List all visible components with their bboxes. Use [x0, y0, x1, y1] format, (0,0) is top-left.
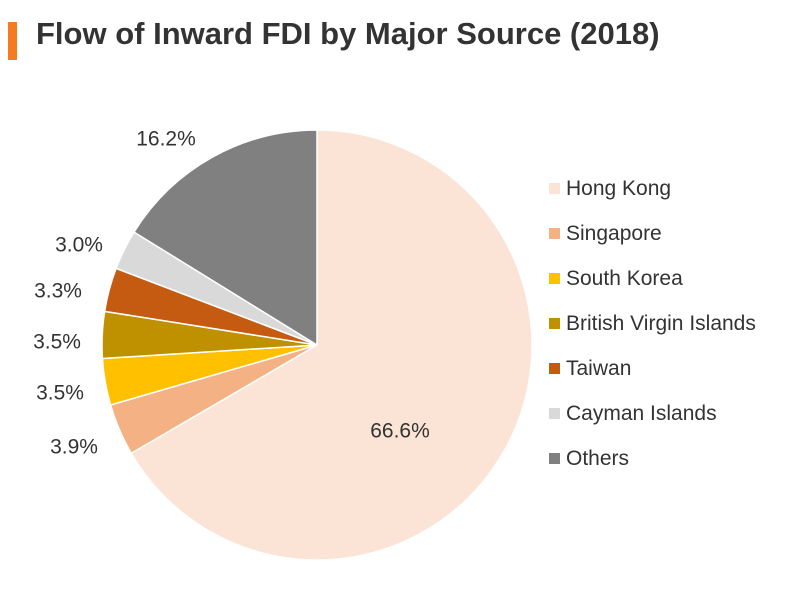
legend-item: South Korea [549, 256, 756, 301]
data-label-british-virgin-islands: 3.5% [33, 331, 81, 354]
pie-slice-others [133, 129, 318, 347]
legend-label: Singapore [566, 221, 662, 245]
legend-item: Others [549, 436, 756, 481]
legend-label: Taiwan [566, 356, 632, 380]
legend-swatch [549, 183, 560, 194]
legend-item: Hong Kong [549, 166, 756, 211]
legend-label: Hong Kong [566, 176, 672, 200]
pie-slice-hong-kong [130, 129, 533, 561]
data-label-cayman-islands: 3.0% [55, 234, 103, 257]
pie-slices [101, 129, 533, 561]
legend-swatch [549, 363, 560, 374]
chart-title: Flow of Inward FDI by Major Source (2018… [36, 16, 660, 51]
legend-label: British Virgin Islands [566, 311, 756, 335]
data-label-south-korea: 3.5% [36, 382, 84, 405]
legend-label: Others [566, 446, 630, 470]
legend-item: Taiwan [549, 346, 756, 391]
data-label-hong-kong: 66.6% [370, 420, 430, 443]
legend: Hong Kong Singapore South Korea British Vir… [549, 166, 756, 481]
legend-swatch [549, 453, 560, 464]
data-label-others: 16.2% [136, 128, 196, 151]
legend-swatch [549, 228, 560, 239]
data-label-taiwan: 3.3% [34, 280, 82, 303]
legend-item: Cayman Islands [549, 391, 756, 436]
legend-swatch [549, 318, 560, 329]
legend-item: British Virgin Islands [549, 301, 756, 346]
legend-label: South Korea [566, 266, 683, 290]
data-labels: 66.6% 3.9% 3.5% 3.5% 3.3% 3.0% 16.2% [33, 128, 430, 459]
data-label-singapore: 3.9% [50, 436, 98, 459]
legend-label: Cayman Islands [566, 401, 717, 425]
legend-swatch [549, 273, 560, 284]
legend-item: Singapore [549, 211, 756, 256]
title-accent-bar [8, 22, 17, 60]
legend-swatch [549, 408, 560, 419]
